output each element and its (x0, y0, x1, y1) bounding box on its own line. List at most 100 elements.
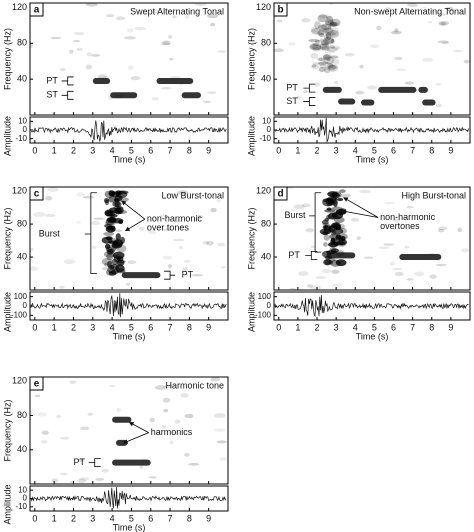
annotation: over tones (147, 223, 190, 233)
burst-blob (310, 52, 319, 59)
burst-blob (111, 241, 123, 249)
burst-blob (106, 267, 116, 273)
burst-blob (115, 233, 121, 241)
x-tick-label: 6 (391, 322, 396, 332)
panel-title: Harmonic tone (165, 380, 224, 390)
burst-blob (339, 189, 346, 194)
noise-speck (177, 190, 189, 195)
noise-speck (149, 417, 155, 423)
noise-speck (82, 195, 95, 199)
x-tick-label: 0 (32, 145, 37, 155)
burst-blob (327, 64, 339, 72)
noise-speck (301, 203, 311, 208)
waveform (274, 295, 469, 318)
amplitude-label: Amplitude (2, 292, 12, 332)
burst-blob (328, 64, 336, 71)
noise-speck (438, 22, 446, 26)
noise-speck (115, 229, 123, 232)
noise-speck (435, 263, 447, 267)
noise-speck (160, 86, 172, 90)
noise-speck (184, 14, 190, 19)
noise-speck (438, 226, 448, 231)
bracket (61, 90, 74, 100)
burst-blob (108, 264, 115, 269)
noise-speck (58, 285, 65, 289)
x-tick-label: 5 (372, 145, 377, 155)
noise-speck (359, 64, 364, 69)
noise-speck (293, 204, 305, 210)
spectrogram (30, 3, 227, 103)
burst-blob (321, 45, 331, 51)
noise-speck (310, 285, 321, 290)
noise-speck (217, 242, 226, 247)
noise-speck (30, 247, 35, 251)
noise-speck (30, 43, 34, 49)
noise-speck (389, 261, 395, 266)
burst-blob (114, 199, 120, 208)
noise-speck (350, 217, 360, 222)
noise-speck (406, 278, 414, 281)
burst-blob (110, 225, 116, 231)
noise-speck (73, 31, 85, 36)
spectrogram (274, 3, 470, 108)
burst-blob (323, 242, 328, 247)
noise-speck (159, 214, 169, 218)
burst-blob (318, 32, 325, 38)
burst-blob (312, 47, 321, 52)
burst-blob (328, 23, 338, 27)
tone (322, 86, 342, 93)
y-tick-label: 120 (12, 2, 27, 12)
x-tick-label: 7 (168, 322, 173, 332)
noise-speck (59, 436, 70, 440)
noise-speck (45, 213, 56, 218)
noise-speck (331, 269, 340, 274)
burst-blob (326, 57, 331, 62)
burst-blob (104, 243, 111, 250)
y-tick-label: 120 (12, 185, 27, 195)
noise-speck (162, 384, 174, 388)
burst-blob (330, 238, 335, 246)
noise-speck (196, 215, 203, 219)
y-tick-label: 120 (12, 376, 27, 386)
arrow (124, 218, 146, 232)
noise-speck (91, 54, 101, 57)
y-axis-label: Frequency (Hz) (2, 207, 12, 269)
y-axis-label: Frequency (Hz) (246, 207, 256, 269)
x-tick-label: 9 (206, 145, 211, 155)
burst-blob (103, 231, 115, 236)
noise-speck (296, 95, 301, 100)
y2-tick-label: 0 (267, 125, 272, 134)
annotation: PT (288, 250, 300, 260)
y2-tick-label: -10 (15, 502, 27, 511)
burst-blob (325, 31, 330, 39)
noise-speck (210, 207, 217, 213)
burst-blob (331, 65, 338, 69)
noise-speck (203, 100, 212, 103)
noise-speck (438, 21, 450, 26)
x-tick-label: 9 (206, 322, 211, 332)
noise-speck (213, 413, 226, 418)
noise-speck (50, 36, 62, 40)
noise-speck (161, 424, 166, 429)
burst-blob (330, 248, 339, 253)
noise-speck (76, 47, 84, 51)
noise-speck (59, 472, 68, 476)
noise-speck (124, 36, 136, 40)
noise-speck (383, 243, 395, 246)
x-tick-label: 0 (276, 145, 281, 155)
x-tick-label: 5 (129, 145, 134, 155)
noise-speck (298, 271, 309, 276)
burst-blob (324, 27, 331, 36)
noise-speck (392, 218, 401, 222)
noise-speck (437, 40, 450, 44)
noise-speck (206, 240, 215, 246)
noise-speck (34, 394, 41, 398)
bracket (61, 76, 74, 86)
tone (110, 92, 138, 99)
panel-label: e (34, 379, 40, 390)
annotation: harmonics (151, 427, 193, 437)
x-axis-label: Time (s) (356, 154, 389, 164)
burst-blob (326, 32, 332, 41)
noise-speck (69, 380, 77, 384)
noise-speck (101, 468, 109, 473)
